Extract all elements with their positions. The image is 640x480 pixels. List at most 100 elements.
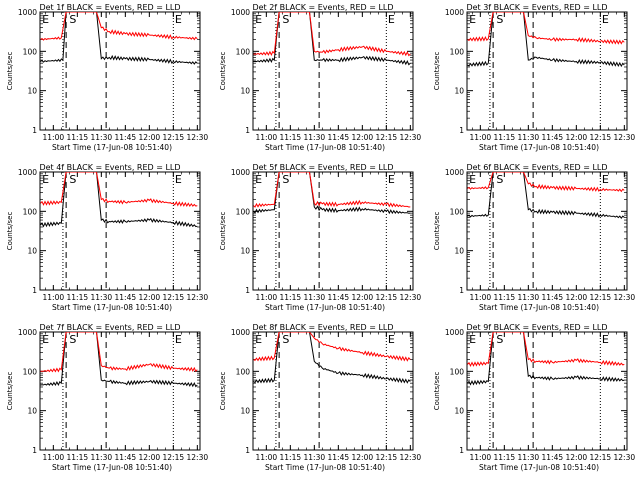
plot-frame [466, 11, 628, 131]
y-tick-label: 1000 [445, 168, 464, 177]
y-tick-label: 10 [240, 247, 250, 256]
x-tick-label: 11:45 [115, 453, 137, 462]
x-tick-label: 12:30 [187, 133, 209, 142]
lld-series-line [467, 172, 625, 193]
y-tick-label: 100 [450, 47, 465, 56]
y-tick-label: 1000 [231, 8, 250, 17]
events-series-line [253, 172, 411, 215]
event-marker-label: E [42, 173, 49, 186]
x-tick-label: 12:30 [187, 453, 209, 462]
x-tick-label: 12:00 [566, 453, 588, 462]
event-marker-label: E [469, 333, 476, 346]
x-tick-label: 11:30 [91, 293, 113, 302]
x-tick-label: 11:15 [494, 133, 516, 142]
y-axis-label: Counts/sec [433, 372, 441, 411]
panel-title: Det 3f BLACK = Events, RED = LLD [466, 3, 607, 12]
events-series-line [40, 332, 198, 388]
y-tick-label: 1 [459, 446, 464, 455]
y-tick-label: 1 [32, 446, 37, 455]
y-tick-label: 1 [245, 446, 250, 455]
y-axis-label: Counts/sec [433, 52, 441, 91]
x-tick-label: 11:00 [256, 293, 278, 302]
x-tick-label: 12:15 [163, 133, 185, 142]
y-tick-label: 10 [454, 87, 464, 96]
detector-panel: Det 3f BLACK = Events, RED = LLD 1 10 100 10… [433, 3, 635, 152]
y-tick-label: 10 [27, 247, 37, 256]
panel-title: Det 1f BLACK = Events, RED = LLD [39, 3, 180, 12]
x-tick-label: 11:45 [542, 133, 564, 142]
event-marker-label: E [175, 13, 182, 26]
detector-panel: Det 7f BLACK = Events, RED = LLD 1 10 100 10… [6, 323, 208, 472]
y-tick-label: 100 [450, 367, 465, 376]
events-series-line [40, 12, 198, 65]
x-tick-label: 11:15 [67, 453, 89, 462]
detector-panel: Det 8f BLACK = Events, RED = LLD 1 10 100 10… [219, 323, 421, 472]
event-marker-label: S [282, 173, 289, 186]
x-tick-label: 12:15 [163, 453, 185, 462]
event-marker-label: E [255, 173, 262, 186]
detector-panel: Det 4f BLACK = Events, RED = LLD 1 10 100 10… [6, 163, 208, 312]
y-tick-label: 1000 [18, 168, 37, 177]
x-tick-label: 11:15 [67, 293, 89, 302]
y-tick-label: 100 [23, 367, 38, 376]
detector-panel: Det 9f BLACK = Events, RED = LLD 1 10 100 10… [433, 323, 635, 472]
event-marker-label: E [255, 333, 262, 346]
plot-frame [466, 331, 628, 451]
x-tick-label: 12:00 [352, 133, 374, 142]
x-tick-label: 11:15 [280, 453, 302, 462]
plot-frame [39, 11, 201, 131]
x-tick-label: 11:45 [542, 453, 564, 462]
y-tick-label: 100 [236, 207, 251, 216]
x-axis-label: Start Time (17-Jun-08 10:51:40) [479, 463, 599, 472]
x-axis-label: Start Time (17-Jun-08 10:51:40) [265, 463, 385, 472]
plot-frame [39, 331, 201, 451]
event-marker-label: E [42, 13, 49, 26]
events-series-line [40, 172, 198, 228]
panel-title: Det 4f BLACK = Events, RED = LLD [39, 163, 180, 172]
x-tick-label: 11:15 [280, 293, 302, 302]
y-tick-label: 10 [240, 87, 250, 96]
event-marker-label: E [388, 333, 395, 346]
x-tick-label: 11:00 [43, 453, 65, 462]
x-axis-label: Start Time (17-Jun-08 10:51:40) [479, 303, 599, 312]
x-tick-label: 12:15 [590, 453, 612, 462]
event-marker-label: E [255, 13, 262, 26]
x-tick-label: 11:45 [328, 453, 350, 462]
y-axis-label: Counts/sec [219, 52, 227, 91]
lld-series-line [40, 332, 198, 373]
x-tick-label: 12:30 [614, 453, 636, 462]
x-tick-label: 12:00 [139, 293, 161, 302]
x-axis-label: Start Time (17-Jun-08 10:51:40) [52, 303, 172, 312]
x-tick-label: 12:30 [400, 453, 422, 462]
event-marker-label: E [388, 173, 395, 186]
event-marker-label: S [282, 13, 289, 26]
x-tick-label: 11:15 [494, 293, 516, 302]
y-tick-label: 100 [23, 207, 38, 216]
lld-series-line [467, 12, 625, 45]
x-tick-label: 12:30 [614, 293, 636, 302]
y-tick-label: 1000 [231, 328, 250, 337]
x-tick-label: 11:00 [470, 293, 492, 302]
event-marker-label: S [282, 333, 289, 346]
event-marker-label: E [469, 173, 476, 186]
x-tick-label: 11:30 [91, 453, 113, 462]
events-series-line [467, 172, 625, 220]
events-series-line [467, 332, 625, 386]
y-tick-label: 1 [459, 286, 464, 295]
x-tick-label: 11:45 [115, 133, 137, 142]
x-tick-label: 12:30 [614, 133, 636, 142]
x-axis-label: Start Time (17-Jun-08 10:51:40) [52, 143, 172, 152]
event-marker-label: S [496, 173, 503, 186]
y-axis-label: Counts/sec [6, 212, 14, 251]
x-tick-label: 12:00 [352, 293, 374, 302]
y-tick-label: 1 [32, 286, 37, 295]
lld-series-line [253, 332, 411, 362]
x-tick-label: 11:15 [494, 453, 516, 462]
event-marker-label: E [602, 13, 609, 26]
panel-title: Det 8f BLACK = Events, RED = LLD [252, 323, 393, 332]
y-tick-label: 10 [27, 407, 37, 416]
y-tick-label: 100 [236, 367, 251, 376]
x-tick-label: 11:00 [470, 453, 492, 462]
y-tick-label: 10 [27, 87, 37, 96]
